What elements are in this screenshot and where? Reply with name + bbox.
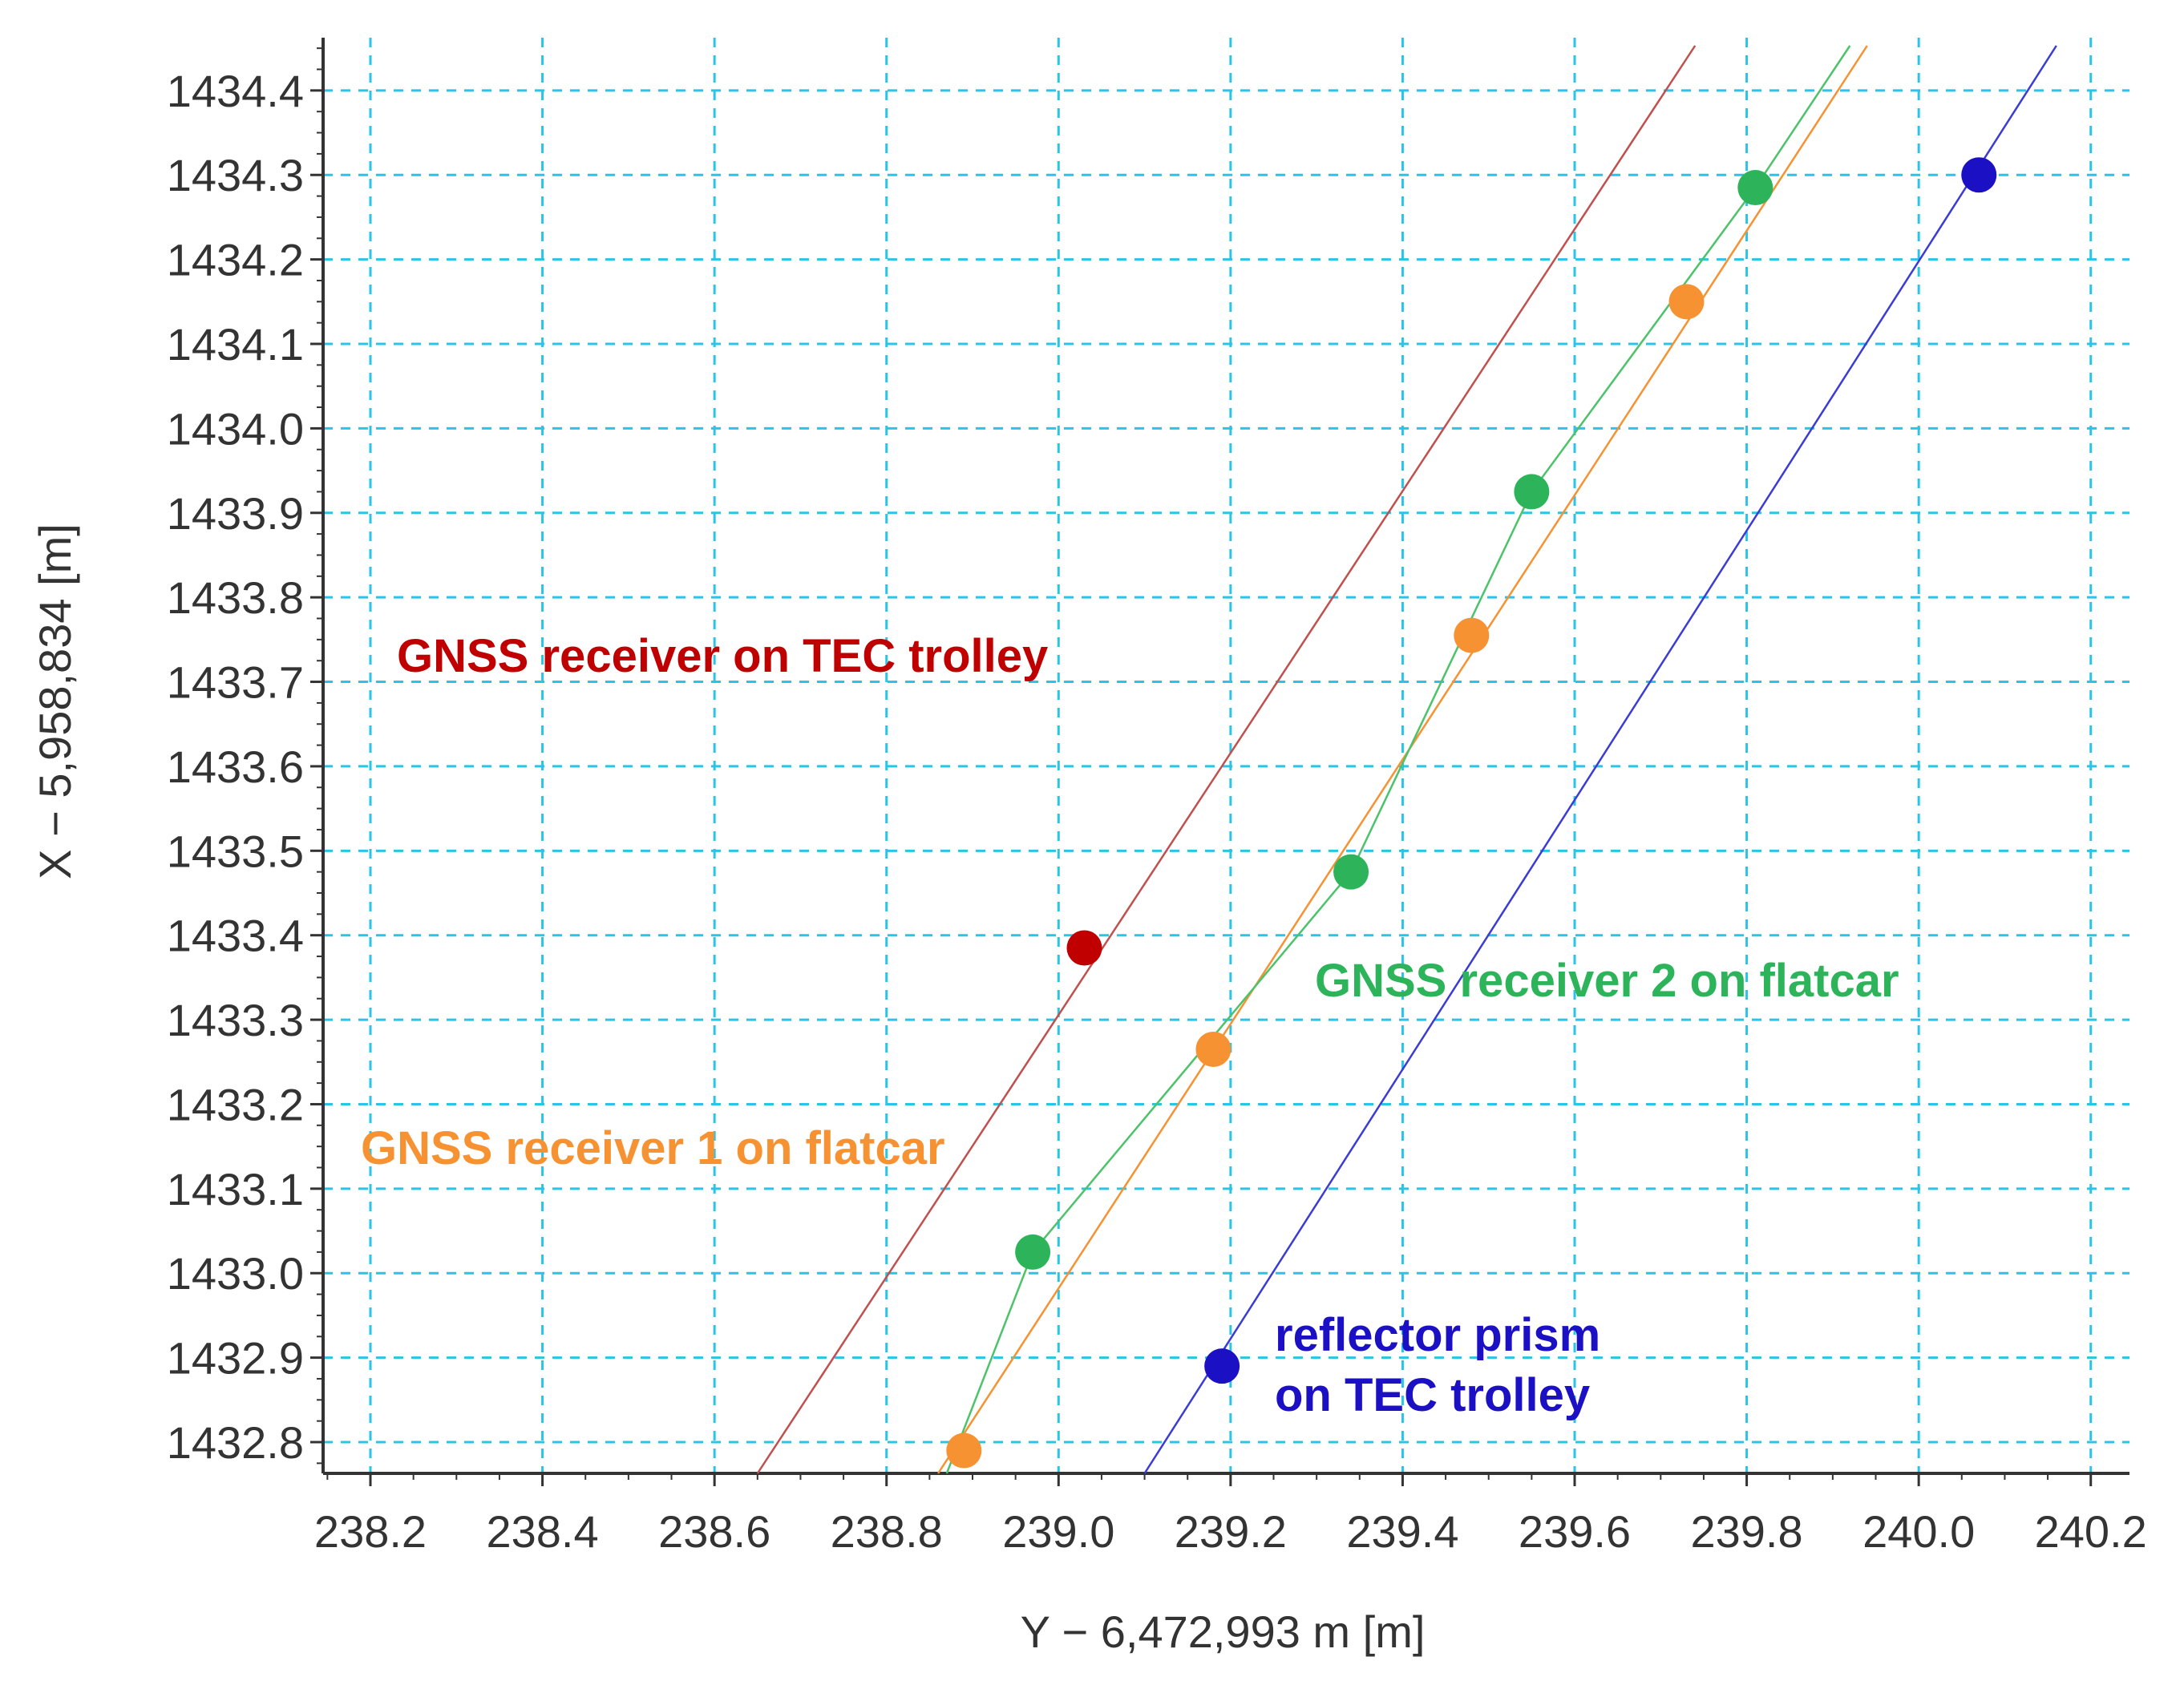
trend-line-gnss-receiver-1-on-flatcar xyxy=(937,45,1868,1474)
y-tick-label: 1433.2 xyxy=(167,1079,304,1129)
y-tick-label: 1432.9 xyxy=(167,1333,304,1384)
annotation-gnss-trolley: GNSS receiver on TEC trolley xyxy=(397,630,1048,682)
trend-line-gnss-receiver-on-tec-trolley xyxy=(756,45,1697,1474)
x-tick-label: 239.6 xyxy=(1519,1506,1631,1557)
y-tick-label: 1434.3 xyxy=(167,150,304,200)
axes xyxy=(310,38,2129,1486)
x-tick-label: 239.2 xyxy=(1175,1506,1287,1557)
x-tick-label: 240.2 xyxy=(2035,1506,2147,1557)
trend-line-reflector-prism-on-tec-trolley xyxy=(1143,45,2057,1474)
point-reflector-prism-on-tec-trolley xyxy=(1961,157,1997,193)
point-gnss-receiver-2-on-flatcar xyxy=(1514,474,1550,510)
x-tick-label: 239.8 xyxy=(1691,1506,1803,1557)
y-tick-label: 1433.1 xyxy=(167,1164,304,1214)
point-gnss-receiver-2-on-flatcar xyxy=(1737,170,1773,206)
series-line-gnss-receiver-2-on-flatcar xyxy=(945,45,1851,1474)
annotation-reflector-prism-line1: reflector prism xyxy=(1275,1309,1600,1361)
point-gnss-receiver-1-on-flatcar xyxy=(1668,284,1705,320)
grid-layer xyxy=(323,38,2129,1473)
x-tick-label: 240.0 xyxy=(1862,1506,1975,1557)
x-tick-label: 238.4 xyxy=(487,1506,599,1557)
y-tick-label: 1434.4 xyxy=(167,66,304,116)
point-gnss-receiver-2-on-flatcar xyxy=(1333,854,1369,890)
y-tick-label: 1433.0 xyxy=(167,1248,304,1299)
x-tick-label: 238.6 xyxy=(658,1506,770,1557)
series-lines xyxy=(756,45,2057,1474)
tick-labels: 238.2 238.4 238.6 238.8 239.0 239.2 239.4 239.6… xyxy=(167,66,2147,1557)
annotations: GNSS receiver on TEC trolley GNSS receiv… xyxy=(361,630,1899,1421)
point-gnss-receiver-1-on-flatcar xyxy=(1195,1031,1232,1067)
annotation-gnss-receiver-2: GNSS receiver 2 on flatcar xyxy=(1315,955,1899,1007)
y-tick-label: 1434.1 xyxy=(167,319,304,370)
point-gnss-receiver-on-tec-trolley xyxy=(1066,930,1102,966)
x-tick-label: 239.4 xyxy=(1346,1506,1458,1557)
y-tick-label: 1433.8 xyxy=(167,572,304,623)
series-points xyxy=(946,157,1997,1469)
y-tick-label: 1434.0 xyxy=(167,403,304,454)
point-gnss-receiver-1-on-flatcar xyxy=(1454,617,1490,653)
point-reflector-prism-on-tec-trolley xyxy=(1204,1348,1240,1384)
annotation-reflector-prism-line2: on TEC trolley xyxy=(1275,1369,1590,1421)
y-tick-label: 1432.8 xyxy=(167,1417,304,1468)
y-tick-label: 1433.4 xyxy=(167,911,304,961)
point-gnss-receiver-2-on-flatcar xyxy=(1015,1234,1051,1270)
y-axis-title: X − 5,958,834 [m] xyxy=(30,523,80,879)
x-tick-label: 238.8 xyxy=(831,1506,943,1557)
x-tick-label: 238.2 xyxy=(314,1506,427,1557)
y-tick-label: 1434.2 xyxy=(167,235,304,285)
y-tick-label: 1433.7 xyxy=(167,657,304,708)
point-gnss-receiver-1-on-flatcar xyxy=(946,1432,982,1469)
x-axis-title: Y − 6,472,993 m [m] xyxy=(1021,1606,1426,1657)
y-tick-label: 1433.6 xyxy=(167,741,304,792)
annotation-gnss-receiver-1: GNSS receiver 1 on flatcar xyxy=(361,1122,945,1174)
y-tick-label: 1433.3 xyxy=(167,995,304,1045)
y-tick-label: 1433.5 xyxy=(167,826,304,876)
x-tick-label: 239.0 xyxy=(1002,1506,1114,1557)
y-tick-label: 1433.9 xyxy=(167,488,304,539)
